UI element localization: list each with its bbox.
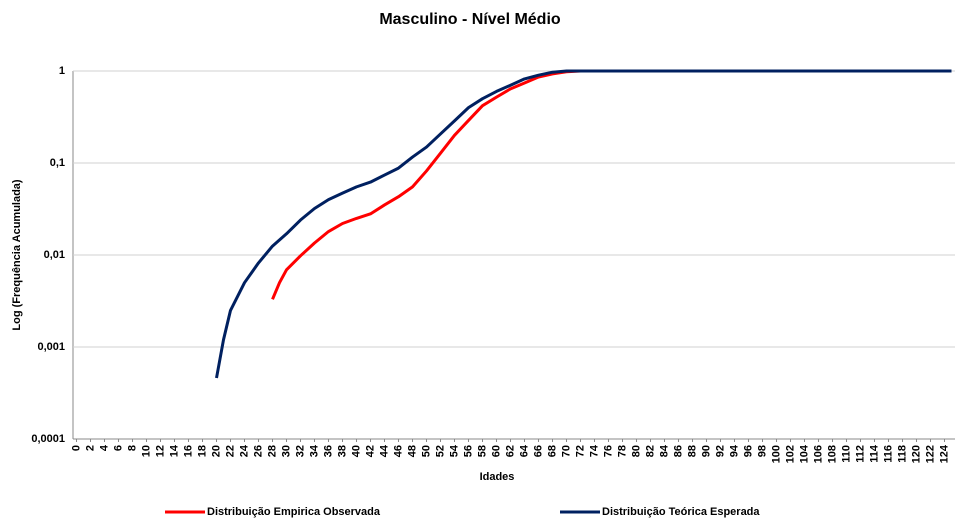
x-tick-label: 66 [532, 445, 544, 457]
x-tick-label: 36 [322, 445, 334, 457]
x-tick-label: 90 [700, 445, 712, 457]
x-tick-label: 76 [602, 445, 614, 457]
x-tick-label: 42 [364, 445, 376, 457]
x-tick-label: 6 [112, 445, 124, 451]
x-axis-label: Idades [480, 471, 515, 483]
x-tick-label: 92 [714, 445, 726, 457]
x-tick-label: 20 [210, 445, 222, 457]
x-tick-label: 88 [686, 445, 698, 457]
x-tick-label: 70 [560, 445, 572, 457]
y-axis-label: Log (Frequência Acumulada) [11, 179, 23, 331]
y-tick-label: 1 [59, 65, 65, 77]
x-tick-label: 86 [672, 445, 684, 457]
x-tick-label: 38 [336, 445, 348, 457]
x-tick-label: 62 [504, 445, 516, 457]
y-tick-label: 0,01 [44, 249, 65, 261]
chart-title: Masculino - Nível Médio [379, 11, 561, 28]
y-tick-label: 0,0001 [31, 433, 65, 445]
x-tick-label: 14 [168, 444, 180, 457]
x-tick-label: 82 [644, 445, 656, 457]
x-tick-label: 22 [224, 445, 236, 457]
x-tick-label: 2 [84, 445, 96, 451]
legend-label: Distribuição Teórica Esperada [602, 506, 760, 518]
x-tick-label: 72 [574, 445, 586, 457]
series-line [215, 69, 952, 379]
x-tick-label: 96 [742, 445, 754, 457]
x-tick-label: 30 [280, 445, 292, 457]
x-tick-label: 40 [350, 445, 362, 457]
x-tick-label: 60 [490, 445, 502, 457]
x-tick-label: 44 [378, 444, 390, 457]
legend-label: Distribuição Empirica Observada [207, 506, 381, 518]
x-tick-label: 56 [462, 445, 474, 457]
y-tick-label: 0,1 [50, 157, 65, 169]
x-tick-label: 74 [588, 444, 600, 457]
x-tick-label: 18 [196, 445, 208, 457]
x-tick-label: 24 [238, 444, 250, 457]
x-tick-label: 50 [420, 445, 432, 457]
x-tick-label: 124 [938, 444, 950, 463]
x-tick-label: 98 [756, 445, 768, 457]
x-tick-label: 0 [70, 445, 82, 451]
x-tick-label: 122 [924, 445, 936, 463]
x-tick-label: 46 [392, 445, 404, 457]
x-tick-label: 80 [630, 445, 642, 457]
x-tick-label: 4 [98, 444, 110, 451]
x-tick-label: 12 [154, 445, 166, 457]
x-tick-label: 110 [840, 445, 852, 463]
x-tick-label: 68 [546, 445, 558, 457]
x-tick-label: 108 [826, 445, 838, 463]
x-tick-label: 34 [308, 444, 320, 457]
x-tick-label: 78 [616, 445, 628, 457]
x-tick-label: 104 [798, 444, 810, 463]
x-tick-label: 116 [882, 445, 894, 463]
x-tick-label: 120 [910, 445, 922, 463]
x-tick-label: 16 [182, 445, 194, 457]
x-tick-label: 10 [140, 445, 152, 457]
x-tick-label: 26 [252, 445, 264, 457]
x-tick-label: 58 [476, 445, 488, 457]
x-tick-label: 48 [406, 445, 418, 457]
x-tick-label: 28 [266, 445, 278, 457]
x-tick-label: 100 [770, 445, 782, 463]
x-tick-label: 114 [868, 444, 880, 463]
x-tick-label: 84 [658, 444, 670, 457]
x-tick-label: 32 [294, 445, 306, 457]
x-tick-label: 54 [448, 444, 460, 457]
x-tick-label: 52 [434, 445, 446, 457]
x-tick-label: 112 [854, 445, 866, 463]
series-line [271, 69, 623, 300]
y-tick-label: 0,001 [37, 341, 65, 353]
x-tick-label: 94 [728, 444, 740, 457]
x-tick-label: 106 [812, 445, 824, 463]
x-tick-label: 102 [784, 445, 796, 463]
x-tick-label: 118 [896, 445, 908, 463]
x-tick-label: 8 [126, 445, 138, 451]
x-tick-label: 64 [518, 444, 530, 457]
